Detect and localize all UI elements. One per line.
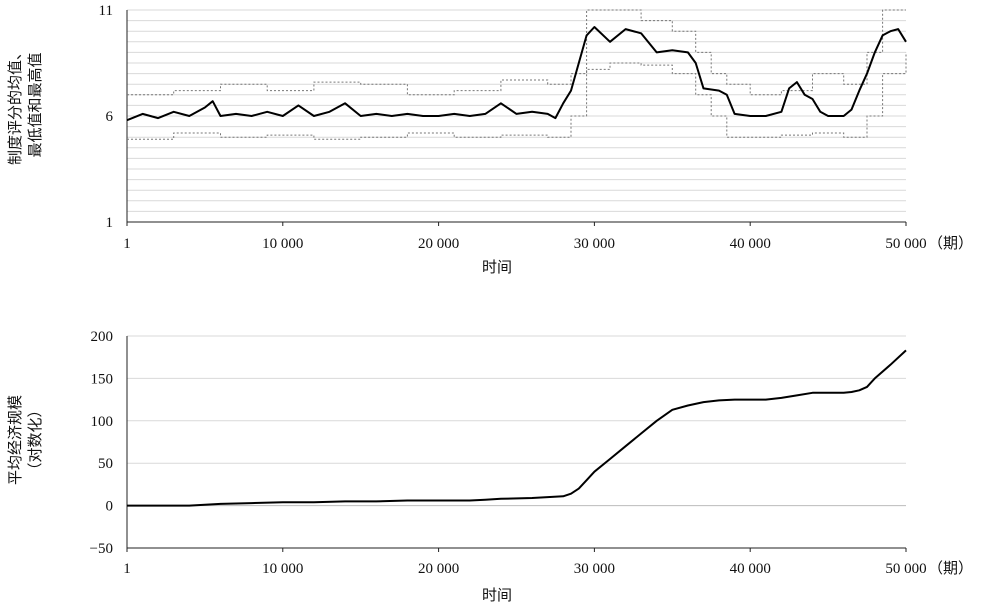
top-chart-y-label-line2: 最低值和最高值 (26, 52, 44, 157)
top-chart-y-axis-label: 制度评分的均值、 最低值和最高值 (6, 45, 44, 165)
bottom-chart-y-label-line2: （对数化） (26, 402, 44, 477)
top-chart-gridlines (127, 9, 906, 212)
y-tick-label: 1 (106, 215, 114, 231)
bottom-chart-x-ticks: 1 10 000 20 000 30 000 40 000 50 000 (123, 548, 927, 577)
x-tick-label: 10 000 (262, 561, 303, 577)
series-line-mean (126, 26, 907, 122)
bottom-chart-gridlines (127, 335, 906, 549)
x-tick-label: 20 000 (418, 561, 459, 577)
bottom-chart-x-axis-label: 时间 (482, 586, 512, 604)
x-tick-label: 30 000 (574, 561, 615, 577)
top-chart-x-unit: （期） (928, 234, 973, 252)
y-tick-label: 200 (91, 329, 114, 345)
x-tick-label: 50 000 (885, 236, 926, 252)
series-line-max (127, 9, 906, 96)
x-tick-label: 20 000 (418, 236, 459, 252)
top-chart-x-axis-label: 时间 (482, 258, 512, 276)
bottom-chart-series (127, 349, 907, 507)
series-line-min (127, 52, 907, 140)
bottom-chart-axes (126, 336, 906, 549)
top-chart-series (126, 9, 907, 140)
top-chart-axes (126, 10, 906, 223)
y-tick-label: 100 (91, 414, 114, 430)
y-tick-label: 150 (91, 371, 114, 387)
bottom-chart-y-ticks: −50 0 50 100 150 200 (90, 329, 113, 557)
top-chart-y-label-line1: 制度评分的均值、 (6, 45, 24, 165)
x-tick-label: 50 000 (885, 561, 926, 577)
top-chart-x-ticks: 1 10 000 20 000 30 000 40 000 50 000 (123, 222, 927, 252)
y-tick-label: 50 (98, 456, 113, 472)
x-tick-label: 10 000 (262, 236, 303, 252)
x-tick-label: 1 (123, 236, 131, 252)
bottom-chart-y-axis-label: 平均经济规模 （对数化） (6, 395, 44, 485)
x-tick-label: 1 (123, 561, 131, 577)
economic-scale-chart: −50 0 50 100 150 200 1 10 000 20 000 30 000 40 00… (6, 329, 973, 604)
x-tick-label: 40 000 (730, 561, 771, 577)
bottom-chart-x-unit: （期） (928, 559, 973, 577)
y-tick-label: −50 (90, 541, 113, 557)
bottom-chart-y-label-line1: 平均经济规模 (6, 395, 24, 485)
series-line-mean (127, 349, 907, 507)
x-tick-label: 30 000 (574, 236, 615, 252)
y-tick-label: 0 (106, 499, 114, 515)
x-tick-label: 40 000 (730, 236, 771, 252)
y-tick-label: 6 (106, 109, 114, 125)
y-tick-label: 11 (99, 3, 113, 19)
